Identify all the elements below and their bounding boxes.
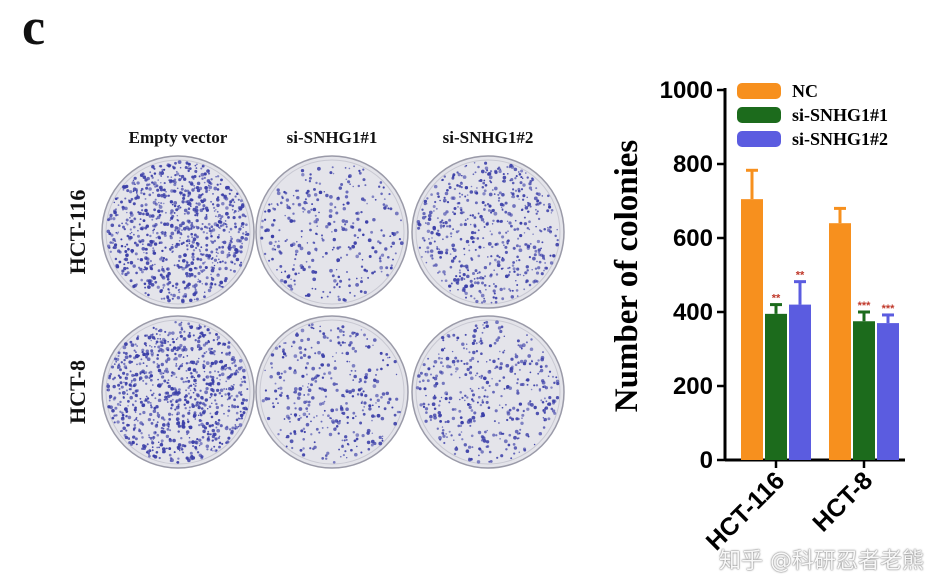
x-tick-label-hct-8: HCT-8	[807, 466, 878, 537]
bar-hct-8-si-snhg1#2	[877, 323, 899, 460]
significance-hct-8-3: ***	[882, 303, 896, 315]
legend-swatch-3	[737, 131, 781, 147]
significance-hct-8-2: ***	[858, 300, 872, 312]
legend-swatch-1	[737, 83, 781, 99]
plate-hct-116-2	[255, 155, 409, 309]
column-label-si-snhg1-2: si-SNHG1#2	[442, 128, 534, 147]
plate-hct-8-3	[411, 315, 565, 469]
y-tick-label-800: 800	[673, 151, 713, 178]
plate-hct-116-3	[411, 155, 565, 309]
legend-label-2: si-SNHG1#1	[792, 105, 888, 125]
bar-hct-8-si-snhg1#1	[853, 321, 875, 460]
plate-hct-8-1	[101, 315, 255, 469]
column-label-empty-vector: Empty vector	[128, 128, 228, 147]
significance-hct-116-2: **	[772, 293, 781, 305]
y-tick-label-0: 0	[700, 447, 713, 474]
y-tick-label-400: 400	[673, 299, 713, 326]
bar-hct-116-si-snhg1#2	[789, 304, 811, 460]
legend-label-3: si-SNHG1#2	[792, 129, 888, 149]
plate-hct-8-2	[255, 315, 409, 469]
legend-swatch-2	[737, 107, 781, 123]
bar-hct-116-nc	[741, 199, 763, 460]
y-axis-label: Number of colonies	[609, 140, 645, 413]
y-tick-label-200: 200	[673, 373, 713, 400]
significance-hct-116-3: **	[796, 270, 805, 282]
watermark: 知乎 @科研忍者老熊	[719, 549, 924, 574]
y-tick-label-1000: 1000	[660, 77, 713, 104]
plate-hct-116-1	[101, 155, 255, 309]
panel-letter: c	[22, 0, 46, 56]
bar-hct-8-nc	[829, 223, 851, 460]
bar-hct-116-si-snhg1#1	[765, 313, 787, 460]
y-tick-label-600: 600	[673, 225, 713, 252]
legend-label-1: NC	[792, 81, 818, 101]
column-label-si-snhg1-1: si-SNHG1#1	[286, 128, 378, 147]
